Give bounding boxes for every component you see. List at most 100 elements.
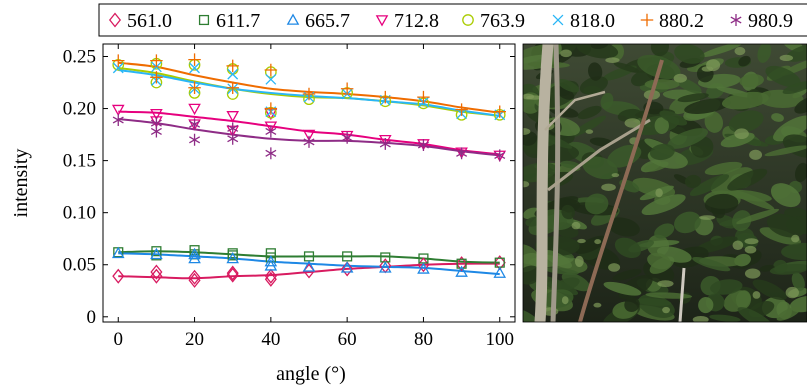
foliage-clump [649, 143, 675, 161]
foliage-clump [738, 55, 751, 67]
data-point-665.7 [417, 262, 430, 274]
foliage-clump [727, 168, 768, 191]
foliage-clump [674, 44, 705, 64]
foliage-clump [689, 174, 730, 197]
foliage-clump [677, 93, 709, 103]
data-point-712.8 [302, 129, 316, 142]
foliage-clump [766, 213, 805, 238]
data-point-561.0 [264, 271, 277, 287]
data-point-980.9 [189, 133, 201, 146]
data-point-561.0 [455, 256, 468, 272]
data-point-980.9 [150, 117, 162, 130]
foliage-clump [710, 167, 754, 195]
foliage-clump [709, 314, 741, 322]
y-tick-label: 0.10 [63, 203, 96, 224]
legend-marker-763.9 [462, 14, 474, 26]
data-point-561.0 [226, 267, 239, 283]
data-point-561.0 [341, 261, 354, 277]
data-point-980.9 [494, 149, 506, 162]
data-point-665.7 [340, 261, 354, 273]
foliage-clump [613, 62, 640, 73]
foliage-clump [582, 156, 618, 180]
data-point-880.2 [150, 54, 163, 67]
foliage-highlight [734, 46, 746, 56]
foliage-highlight [732, 240, 744, 251]
foliage-clump [699, 44, 742, 58]
data-point-561.0 [264, 268, 277, 284]
foliage-highlight [752, 291, 761, 299]
foliage-clump [667, 128, 709, 149]
legend-item-712.8: 712.8 [375, 10, 439, 32]
foliage-highlight [574, 255, 584, 268]
foliage-highlight [744, 238, 759, 245]
foliage-clump [728, 189, 772, 202]
foliage-clump [752, 279, 787, 301]
x-tick-label: 20 [185, 329, 204, 350]
foliage-highlight [523, 93, 535, 100]
data-point-980.9 [303, 135, 315, 148]
y-tick-label: 0.05 [63, 255, 96, 276]
data-point-611.7 [342, 251, 353, 262]
foliage-highlight [624, 118, 641, 128]
foliage-highlight [594, 239, 602, 245]
foliage-clump [704, 161, 743, 176]
data-point-880.2 [340, 82, 354, 96]
foliage-clump [728, 110, 764, 133]
data-point-818.0 [227, 68, 239, 80]
foliage-highlight [785, 286, 799, 299]
foliage-highlight [744, 268, 761, 279]
foliage-clump [560, 160, 581, 169]
data-point-980.9 [112, 114, 124, 126]
data-point-980.9 [341, 131, 353, 144]
legend-label: 880.2 [659, 10, 704, 32]
foliage-highlight [749, 149, 763, 160]
data-point-712.8 [188, 103, 201, 116]
foliage-clump [773, 115, 807, 142]
data-point-818.0 [265, 74, 277, 85]
data-point-880.2 [302, 87, 316, 101]
data-point-980.9 [227, 122, 239, 135]
foliage-clump [654, 223, 675, 239]
data-point-980.9 [265, 125, 277, 138]
data-point-665.7 [302, 260, 316, 272]
foliage-clump [538, 275, 579, 296]
legend-marker-561.0 [108, 12, 122, 28]
foliage-highlight [608, 263, 621, 272]
foliage-highlight [662, 306, 670, 314]
data-point-665.7 [455, 265, 468, 277]
plot-frame [102, 43, 516, 323]
data-point-880.2 [264, 102, 278, 115]
legend: 561.0 611.7 665.7 712.8 763.9 818.0 880.2 980.9 [98, 3, 807, 37]
foliage-highlight [744, 245, 757, 254]
foliage-clump [737, 307, 774, 322]
foliage-clump [781, 242, 807, 261]
data-point-611.7 [227, 248, 238, 259]
data-point-980.9 [227, 132, 239, 145]
foliage-clump [770, 183, 801, 208]
foliage-clump [710, 279, 743, 295]
foliage-highlight [734, 128, 749, 140]
foliage-clump [764, 145, 807, 157]
y-tick-label: 0.15 [63, 151, 96, 172]
foliage-clump [588, 62, 603, 81]
foliage-highlight [779, 54, 794, 62]
foliage-clump [617, 108, 642, 122]
legend-marker-665.7 [286, 13, 300, 25]
foliage-clump [735, 290, 752, 310]
data-point-665.7 [378, 261, 392, 273]
y-tick-label: 0 [87, 307, 97, 328]
foliage-clump [721, 91, 769, 110]
data-point-880.2 [264, 63, 278, 77]
legend-item-880.2: 880.2 [640, 10, 704, 32]
data-point-880.2 [188, 53, 201, 66]
foliage-clump [692, 257, 731, 272]
data-point-980.9 [417, 139, 429, 151]
foliage-clump [771, 113, 784, 122]
foliage-clump [776, 306, 801, 321]
fit-line-561.0 [118, 262, 500, 280]
x-tick-label: 60 [338, 329, 357, 350]
data-point-561.0 [188, 269, 201, 285]
legend-item-665.7: 665.7 [286, 10, 350, 32]
legend-item-763.9: 763.9 [462, 10, 525, 32]
